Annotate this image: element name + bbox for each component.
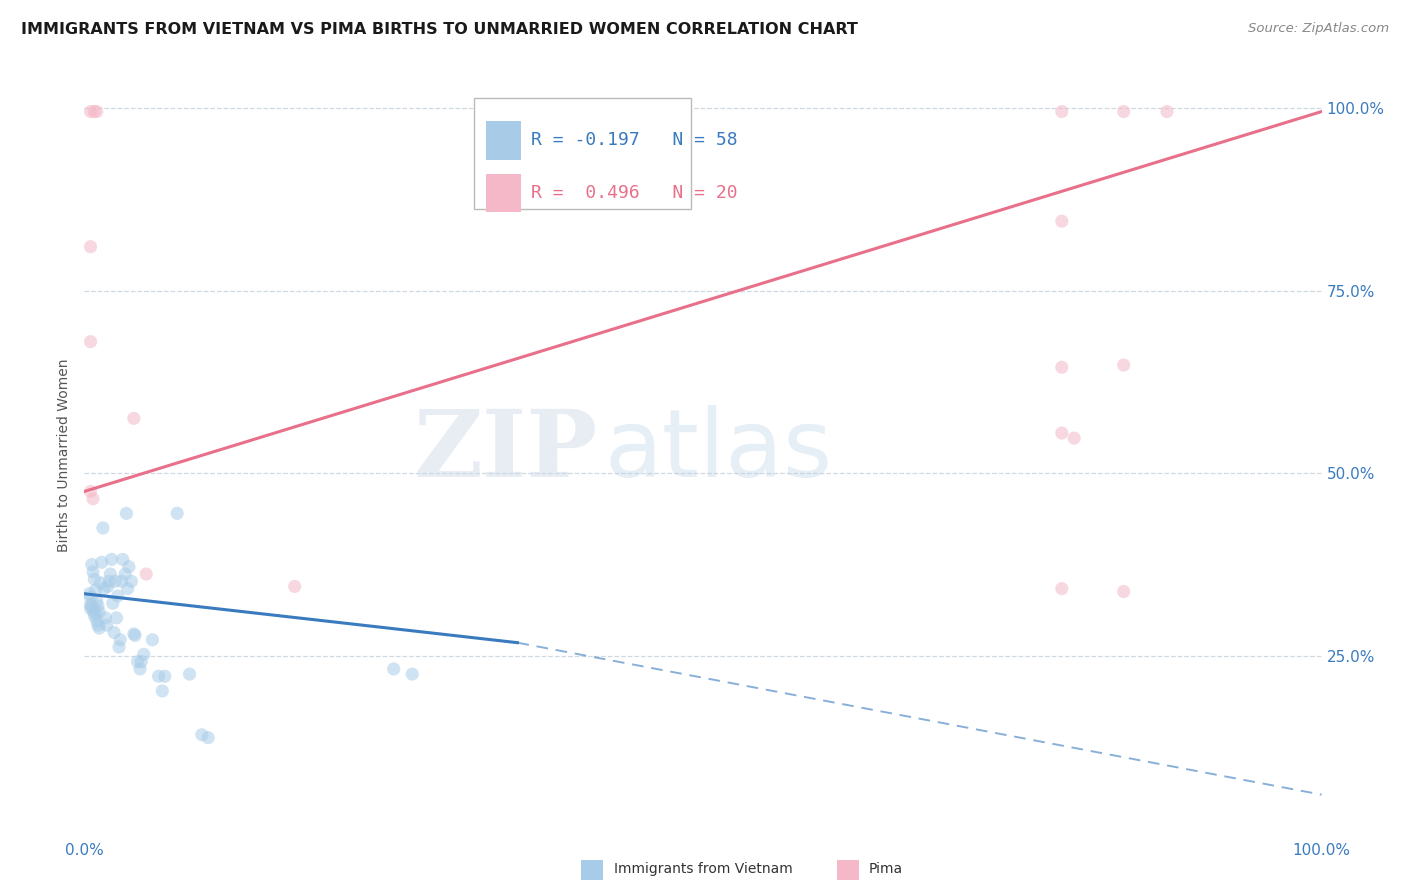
Point — [89, 575, 111, 590]
Point — [132, 648, 155, 662]
Point — [86, 594, 108, 608]
Point — [1112, 584, 1135, 599]
Point — [1050, 425, 1073, 440]
Text: Pima: Pima — [869, 862, 903, 876]
Point — [93, 582, 115, 596]
Point — [89, 621, 111, 635]
Point — [79, 334, 101, 349]
Point — [148, 669, 170, 683]
Point — [382, 662, 405, 676]
Point — [82, 603, 104, 617]
Text: ZIP: ZIP — [413, 406, 598, 496]
Point — [108, 640, 131, 654]
Point — [83, 608, 105, 623]
Point — [89, 605, 111, 619]
Y-axis label: Births to Unmarried Women: Births to Unmarried Women — [58, 359, 72, 551]
Point — [124, 628, 146, 642]
Point — [122, 411, 145, 425]
Point — [135, 567, 157, 582]
Point — [115, 507, 138, 521]
Point — [111, 552, 134, 566]
Point — [86, 104, 108, 119]
FancyBboxPatch shape — [474, 98, 690, 210]
Point — [110, 574, 132, 589]
Point — [1156, 104, 1178, 119]
Point — [80, 599, 103, 614]
FancyBboxPatch shape — [486, 121, 522, 160]
Point — [91, 521, 114, 535]
Point — [1063, 431, 1085, 445]
Point — [98, 574, 121, 589]
Point — [86, 614, 108, 628]
Text: Immigrants from Vietnam: Immigrants from Vietnam — [613, 862, 793, 876]
Point — [84, 583, 107, 598]
Point — [80, 558, 103, 572]
Point — [100, 552, 122, 566]
Point — [197, 731, 219, 745]
Point — [82, 491, 104, 506]
Point — [90, 555, 112, 569]
Point — [114, 567, 136, 582]
Point — [79, 240, 101, 254]
Point — [166, 507, 188, 521]
Text: R =  0.496   N = 20: R = 0.496 N = 20 — [531, 184, 738, 202]
Point — [127, 655, 149, 669]
Point — [98, 567, 121, 582]
Point — [82, 565, 104, 579]
Point — [104, 574, 127, 589]
Point — [191, 728, 214, 742]
Text: atlas: atlas — [605, 405, 832, 497]
Text: IMMIGRANTS FROM VIETNAM VS PIMA BIRTHS TO UNMARRIED WOMEN CORRELATION CHART: IMMIGRANTS FROM VIETNAM VS PIMA BIRTHS T… — [21, 22, 858, 37]
Point — [101, 596, 124, 610]
Point — [96, 618, 118, 632]
Point — [84, 607, 107, 621]
Point — [79, 587, 101, 601]
Point — [118, 559, 141, 574]
Point — [1050, 582, 1073, 596]
Point — [1112, 358, 1135, 372]
Point — [129, 655, 152, 669]
Point — [107, 589, 129, 603]
Point — [97, 579, 120, 593]
Point — [94, 611, 117, 625]
Point — [120, 574, 142, 589]
Point — [79, 484, 101, 499]
Point — [110, 632, 132, 647]
Point — [79, 598, 101, 612]
Point — [105, 611, 128, 625]
FancyBboxPatch shape — [486, 174, 522, 212]
Point — [83, 572, 105, 586]
Point — [83, 104, 105, 119]
Text: Source: ZipAtlas.com: Source: ZipAtlas.com — [1249, 22, 1389, 36]
Point — [1050, 360, 1073, 375]
Point — [79, 601, 101, 615]
Point — [150, 684, 173, 698]
Point — [179, 667, 201, 681]
Point — [1112, 104, 1135, 119]
Point — [129, 662, 152, 676]
Text: R = -0.197   N = 58: R = -0.197 N = 58 — [531, 131, 738, 150]
Point — [284, 579, 307, 593]
Point — [141, 632, 163, 647]
Point — [1050, 104, 1073, 119]
Point — [401, 667, 423, 681]
Point — [117, 582, 139, 596]
Point — [79, 591, 101, 605]
Point — [122, 627, 145, 641]
Point — [103, 625, 125, 640]
Point — [1050, 214, 1073, 228]
Point — [79, 104, 101, 119]
Point — [87, 618, 110, 632]
Point — [153, 669, 176, 683]
Point — [87, 599, 110, 614]
